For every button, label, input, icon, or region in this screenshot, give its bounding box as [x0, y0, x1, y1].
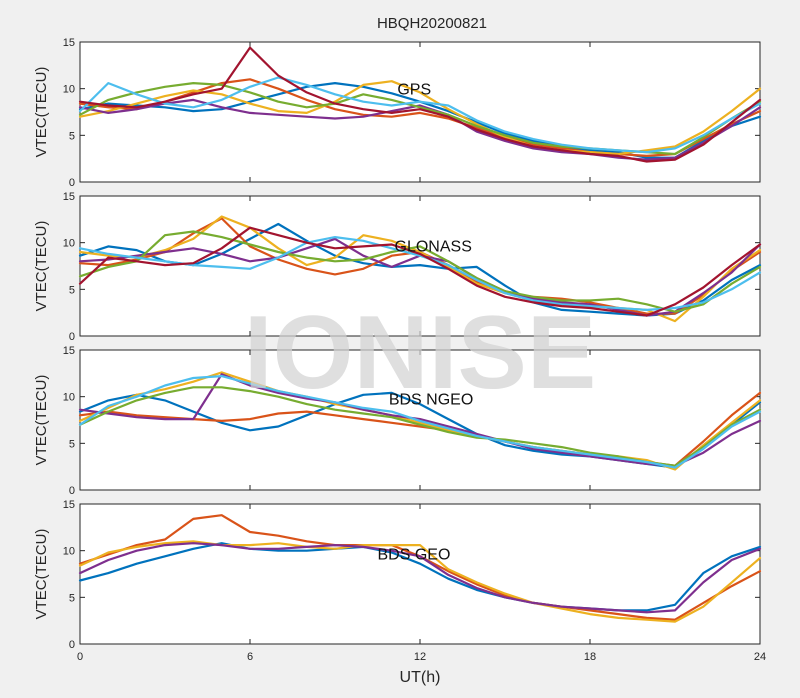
series-line — [78, 236, 762, 311]
x-tick-label: 24 — [754, 651, 766, 663]
series-line — [78, 542, 762, 612]
y-axis-label: VTEC(TECU) — [33, 67, 50, 158]
y-tick-label: 0 — [69, 177, 75, 189]
series-line — [78, 78, 762, 157]
plot-area — [79, 503, 761, 645]
ionise-watermark: IONISE — [244, 295, 597, 411]
series-line — [78, 542, 762, 614]
y-tick-label: 0 — [69, 485, 75, 497]
constellation-label: GPS — [397, 82, 431, 99]
y-tick-label: 5 — [69, 284, 75, 296]
constellation-label: BDS GEO — [378, 546, 451, 563]
constellation-label: BDS NGEO — [389, 392, 473, 409]
constellation-label: GLONASS — [395, 238, 472, 255]
y-tick-label: 10 — [63, 392, 75, 404]
y-tick-label: 15 — [63, 191, 75, 203]
panels: 0 5 10 15 VTEC(TECU) GPS 0 5 10 15 VTEC(TECU) GLONA… — [33, 37, 766, 663]
series-line — [78, 76, 762, 154]
x-tick-label: 18 — [584, 651, 596, 663]
series-line — [78, 46, 762, 163]
y-tick-label: 15 — [63, 499, 75, 511]
y-tick-label: 10 — [63, 238, 75, 250]
series-line — [78, 226, 762, 317]
y-axis-label: VTEC(TECU) — [33, 529, 50, 620]
y-tick-label: 5 — [69, 438, 75, 450]
y-tick-label: 5 — [69, 130, 75, 142]
panel-glonass: 0 5 10 15 VTEC(TECU) GLONASS — [33, 191, 762, 343]
x-tick-label: 12 — [414, 651, 426, 663]
y-tick-label: 10 — [63, 546, 75, 558]
y-tick-label: 5 — [69, 592, 75, 604]
panel-bds-ngeo: 0 5 10 15 VTEC(TECU) BDS NGEO — [33, 345, 762, 497]
y-tick-label: 15 — [63, 345, 75, 357]
series-line — [78, 230, 762, 313]
y-tick-label: 0 — [69, 639, 75, 651]
series-line — [78, 375, 762, 469]
x-tick-label: 0 — [77, 651, 83, 663]
x-tick-label: 6 — [247, 651, 253, 663]
y-tick-label: 0 — [69, 331, 75, 343]
figure-title: HBQH20200821 — [377, 15, 487, 32]
y-tick-label: 15 — [63, 37, 75, 49]
x-axis-label: UT(h) — [400, 669, 441, 686]
series-line — [78, 80, 762, 156]
y-tick-label: 10 — [63, 84, 75, 96]
series-line — [78, 371, 762, 471]
series-line — [78, 98, 762, 161]
series-line — [78, 540, 762, 623]
panel-bds-geo: 0 5 10 15 0 6 12 18 24 VTEC(TECU) BDS GEO — [33, 499, 766, 663]
series-line — [78, 373, 762, 467]
y-axis-label: VTEC(TECU) — [33, 221, 50, 312]
y-axis-label: VTEC(TECU) — [33, 375, 50, 466]
panel-gps: 0 5 10 15 VTEC(TECU) GPS — [33, 37, 762, 189]
